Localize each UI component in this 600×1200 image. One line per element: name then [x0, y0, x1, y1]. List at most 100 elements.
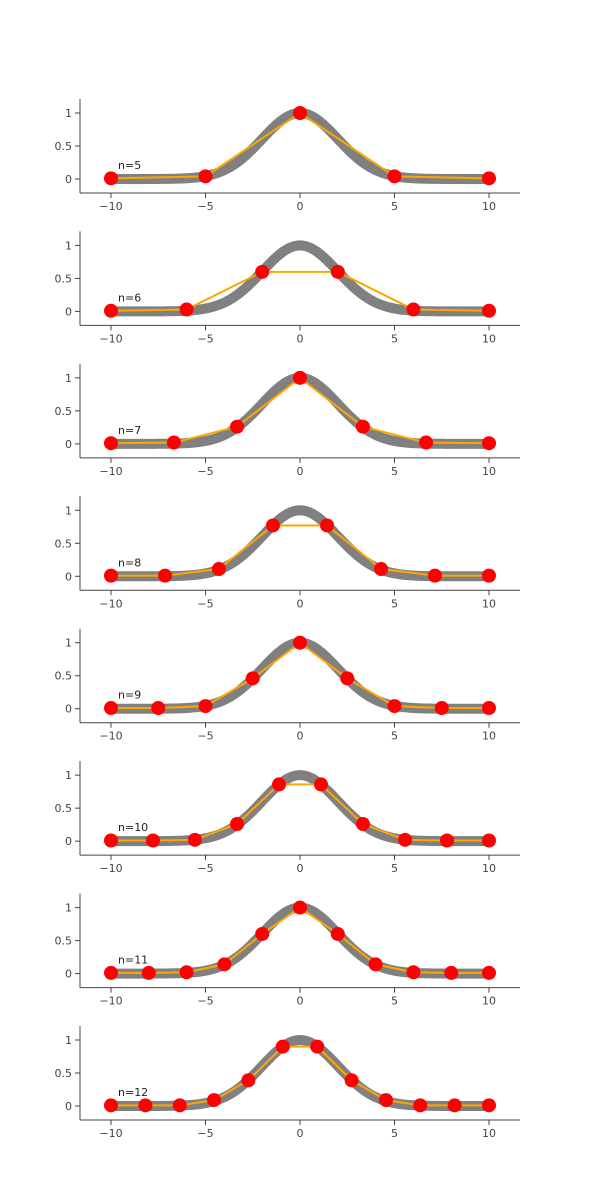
x-tick-label: −5 — [197, 995, 213, 1008]
sample-point — [217, 957, 232, 972]
interpolation-line — [111, 641, 489, 710]
chart-panel-8: 0 0.5 1 −10 −5 0 5 10 n=12 — [55, 1026, 520, 1140]
sample-point — [179, 965, 194, 980]
y-tick-label: 0.5 — [55, 802, 73, 815]
x-tick-label: −10 — [99, 597, 122, 610]
interpolation-line — [111, 906, 489, 974]
y-tick-label: 1 — [65, 1034, 72, 1047]
sample-point — [368, 957, 383, 972]
chart-panel-6: 0 0.5 1 −10 −5 0 5 10 n=10 — [55, 761, 520, 875]
y-tick-label: 0 — [65, 968, 72, 981]
sample-point — [440, 833, 455, 848]
x-tick-label: −10 — [99, 1127, 122, 1140]
sample-point — [145, 833, 160, 848]
x-tick-label: 5 — [391, 730, 398, 743]
x-tick-label: 0 — [297, 332, 304, 345]
y-tick-label: 1 — [65, 107, 72, 120]
x-tick-label: 5 — [391, 995, 398, 1008]
x-tick-label: −10 — [99, 862, 122, 875]
sample-point — [275, 1039, 290, 1054]
sample-point — [313, 777, 328, 792]
x-tick-label: −5 — [197, 597, 213, 610]
panel-label: n=5 — [118, 159, 141, 172]
sample-point — [406, 302, 421, 317]
interpolation-line — [110, 376, 490, 445]
sample-point — [158, 568, 173, 583]
x-tick-label: −5 — [197, 200, 213, 213]
sample-point — [293, 370, 307, 385]
sample-point — [406, 965, 421, 980]
sample-point — [138, 1098, 153, 1113]
x-tick-label: 10 — [482, 597, 496, 610]
x-tick-label: −5 — [197, 730, 213, 743]
x-tick-label: 0 — [297, 862, 304, 875]
sample-point — [482, 568, 496, 583]
chart-panel-7: 0 0.5 1 −10 −5 0 5 10 n=11 — [55, 893, 520, 1008]
sample-point — [207, 1093, 221, 1108]
sample-point — [340, 671, 355, 686]
x-tick-label: 10 — [482, 730, 496, 743]
sample-point — [141, 965, 156, 980]
x-tick-label: 5 — [391, 332, 398, 345]
true-function-curve — [106, 108, 494, 184]
x-tick-label: −5 — [197, 1127, 213, 1140]
x-tick-label: 10 — [482, 862, 496, 875]
x-tick-label: −10 — [99, 200, 122, 213]
true-function-curve — [106, 1035, 494, 1112]
interpolation-line — [111, 524, 489, 577]
true-function-curve — [106, 505, 494, 582]
sample-point — [211, 562, 226, 577]
sample-point — [482, 1098, 496, 1113]
true-function-curve — [106, 240, 494, 317]
x-tick-label: −10 — [99, 465, 122, 478]
sample-point — [198, 699, 213, 714]
y-tick-label: 0 — [65, 1100, 72, 1113]
y-tick-label: 0.5 — [55, 1067, 73, 1080]
sample-point — [104, 1098, 118, 1113]
sample-point — [330, 926, 345, 941]
y-tick-label: 1 — [65, 637, 72, 650]
y-tick-label: 1 — [65, 902, 72, 915]
sample-point — [104, 701, 118, 716]
sample-point — [434, 701, 449, 716]
sample-point — [482, 171, 496, 186]
y-tick-label: 0 — [65, 305, 72, 318]
x-tick-label: 5 — [391, 200, 398, 213]
sample-point — [482, 303, 496, 318]
sample-point — [320, 518, 335, 533]
sample-point — [387, 169, 402, 184]
sample-point — [104, 436, 118, 451]
sample-point — [482, 701, 496, 716]
y-tick-label: 0 — [65, 703, 72, 716]
x-tick-label: −5 — [197, 465, 213, 478]
sample-point — [293, 106, 307, 120]
x-tick-label: −5 — [197, 332, 213, 345]
sample-point — [379, 1093, 393, 1108]
sample-point — [482, 436, 496, 451]
sample-point — [172, 1098, 187, 1113]
y-tick-label: 0 — [65, 570, 72, 583]
sample-point — [255, 264, 270, 279]
sample-point — [198, 169, 213, 184]
x-tick-label: 0 — [297, 730, 304, 743]
sample-point — [230, 816, 245, 831]
sample-point — [104, 303, 118, 318]
sample-point — [104, 171, 118, 186]
sample-point — [265, 518, 280, 533]
x-tick-label: 10 — [482, 995, 496, 1008]
sample-point — [344, 1073, 359, 1088]
x-tick-label: 0 — [297, 200, 304, 213]
x-tick-label: 10 — [482, 332, 496, 345]
y-tick-label: 0 — [65, 173, 72, 186]
y-tick-label: 0.5 — [55, 140, 73, 153]
chart-panel-3: 0 0.5 1 −10 −5 0 5 10 n=7 — [55, 363, 520, 478]
sample-point — [151, 701, 166, 716]
sample-point — [166, 435, 181, 450]
y-tick-label: 0.5 — [55, 537, 73, 550]
panel-label: n=7 — [118, 424, 141, 437]
panel-label: n=8 — [118, 556, 141, 569]
sample-point — [374, 562, 389, 577]
x-tick-label: 5 — [391, 465, 398, 478]
sample-point — [398, 832, 413, 847]
